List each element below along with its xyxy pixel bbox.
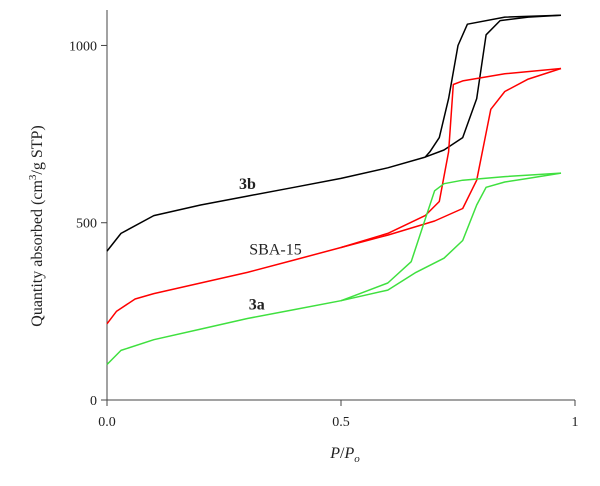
y-axis-title: Quantity absorbed (cm3/g STP) — [27, 125, 46, 326]
series-label-3b: 3b — [239, 176, 256, 193]
x-axis-title: P/Po — [329, 445, 360, 465]
y-tick-label: 1000 — [69, 39, 97, 54]
y-tick-label: 500 — [76, 217, 97, 232]
x-tick-label: 0.5 — [332, 415, 350, 430]
axes: 0.0 0.5 1 0 500 1000 — [69, 10, 579, 430]
x-tick-label: 0.0 — [98, 415, 116, 430]
series-3a-adsorption-line — [106, 172, 562, 366]
series-3a-desorption-line — [340, 172, 562, 302]
series-label-3a: 3a — [249, 297, 265, 314]
series-3b-desorption-line — [424, 14, 562, 158]
series-3b-adsorption-line — [106, 14, 562, 252]
series-label-sba-15: SBA-15 — [249, 242, 301, 259]
series-sba-15-desorption-line — [340, 67, 562, 249]
series-sba-15-adsorption-line — [106, 67, 562, 325]
x-tick-label: 1 — [572, 415, 579, 430]
series-labels: 3b SBA-15 3a — [239, 176, 302, 314]
curves — [106, 14, 562, 366]
y-tick-label: 0 — [90, 394, 97, 409]
